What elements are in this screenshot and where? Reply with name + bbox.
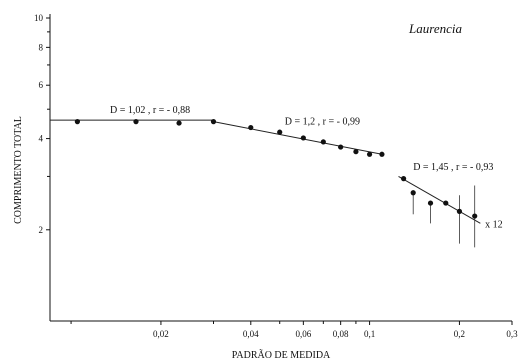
x-tick-label: 0,2 [454,329,465,339]
chart-title: Laurencia [408,21,462,36]
x-tick-label: 0,04 [243,329,259,339]
y-axis-title: COMPRIMENTO TOTAL [13,116,24,224]
data-point [338,144,344,150]
data-point [277,129,283,135]
data-point [300,135,306,141]
data-point [410,190,416,196]
fit-label: D = 1,45 , r = - 0,93 [413,162,493,173]
labels: Laurencia D = 1,02 , r = - 0,88 D = 1,2 , … [110,21,503,230]
x-tick-label: 0,1 [364,329,375,339]
data-point [210,119,217,125]
axes: 2 4 6 8 10 0,02 0,04 0,06 0,08 0,1 0,2 0,3 PADRÃO DE… [13,13,518,361]
data-point [366,151,373,157]
data-point [443,200,449,206]
data-point [248,124,254,131]
data-point [400,176,407,182]
x-axis-title: PADRÃO DE MEDIDA [232,349,331,361]
data-point [133,119,139,125]
y-tick-label: 6 [39,80,44,90]
data-point [427,200,434,206]
fit-line [213,121,383,155]
data-point [353,149,359,155]
magnification-annotation: x 12 [485,219,503,230]
error-bars [412,185,476,248]
data-point [456,208,463,214]
fit-label: D = 1,02 , r = - 0,88 [110,105,190,116]
x-tick-label: 0,08 [333,329,349,339]
y-tick-label: 10 [34,13,44,23]
data-point [472,213,478,219]
x-tick-label: 0,02 [153,329,169,339]
y-tick-label: 2 [39,225,44,235]
fit-label: D = 1,2 , r = - 0,99 [285,117,360,128]
x-tick-label: 0,3 [506,329,518,339]
data-point [176,120,182,126]
data-point [74,119,80,125]
data-points [74,119,478,219]
y-tick-label: 8 [39,42,44,52]
y-tick-label: 4 [39,134,44,144]
x-tick-label: 0,06 [295,329,311,339]
data-point [379,151,385,157]
fit-line [398,175,481,224]
data-point [320,139,326,145]
